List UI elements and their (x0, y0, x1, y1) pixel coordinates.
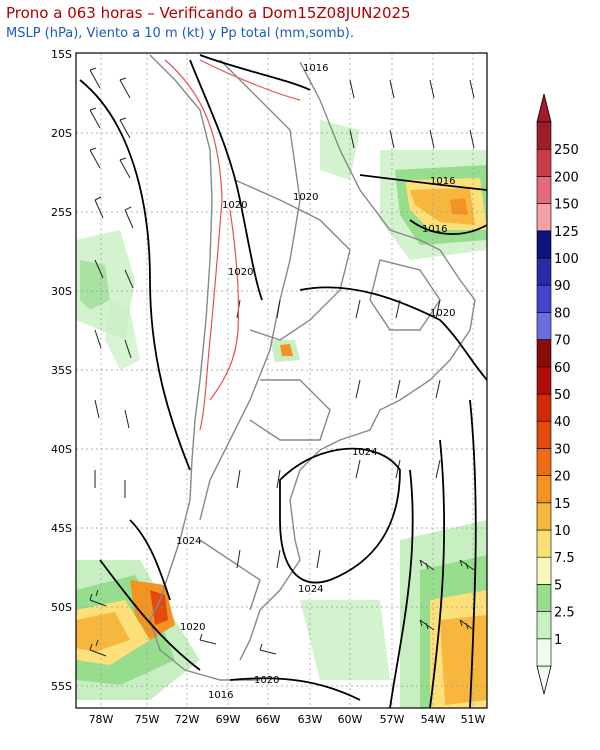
colorbar-label: 15 (554, 497, 571, 512)
isobar-label: 1016 (422, 224, 447, 235)
lon-label: 72W (175, 713, 200, 726)
colorbar-min-arrow (536, 665, 552, 695)
isobar-label: 1020 (222, 200, 247, 211)
precipitation-colorbar: 1 2.5 5 7.5 10 15 20 30 40 50 60 70 80 90 100 125 150 200… (536, 93, 579, 695)
longitude-axis: 78W 75W 72W 69W 66W 63W 60W 57W 54W 51W (89, 713, 486, 726)
colorbar-swatch (536, 121, 552, 150)
colorbar-swatch (536, 584, 552, 612)
colorbar-swatch (536, 529, 552, 558)
isobar-label: 1020 (180, 622, 205, 633)
lat-label: 55S (51, 680, 72, 693)
isobar-label: 1024 (298, 584, 323, 595)
lon-label: 57W (380, 713, 405, 726)
colorbar-swatch (536, 284, 552, 313)
colorbar-label: 70 (554, 334, 571, 349)
colorbar-swatch (536, 176, 552, 204)
wind-barbs (89, 67, 475, 657)
lat-label: 25S (51, 206, 72, 219)
colorbar-swatch (536, 502, 552, 531)
lon-label: 66W (256, 713, 281, 726)
colorbar-swatch (536, 366, 552, 395)
isobar-lines (79, 54, 487, 708)
colorbar-label: 30 (554, 442, 571, 457)
lat-label: 30S (51, 285, 72, 298)
colorbar-label: 150 (554, 198, 579, 213)
colorbar-label: 50 (554, 388, 571, 403)
lon-label: 63W (298, 713, 323, 726)
lat-label: 35S (51, 364, 72, 377)
colorbar-label: 90 (554, 279, 571, 294)
colorbar-swatch (536, 148, 552, 177)
lon-label: 54W (421, 713, 446, 726)
colorbar-label: 40 (554, 415, 571, 430)
isobar-label: 1020 (293, 192, 318, 203)
colorbar-label: 7.5 (554, 551, 575, 566)
lon-label: 69W (216, 713, 241, 726)
colorbar-label: 2.5 (554, 606, 575, 621)
colorbar-label: 10 (554, 524, 571, 539)
colorbar-label: 125 (554, 225, 579, 240)
lon-label: 60W (338, 713, 363, 726)
colorbar-label: 60 (554, 361, 571, 376)
isobar-label: 1024 (352, 447, 377, 458)
map-plot-area: 1016 1020 1016 1016 1020 1020 1020 1024 … (76, 53, 487, 708)
lat-label: 50S (51, 601, 72, 614)
colorbar-label: 1 (554, 633, 562, 648)
colorbar-swatch (536, 556, 552, 585)
colorbar-swatch (536, 257, 552, 286)
colorbar-label: 100 (554, 252, 579, 267)
isobar-label: 1016 (303, 63, 328, 74)
isobar-label: 1024 (176, 536, 201, 547)
colorbar-swatch (536, 420, 552, 449)
isobar-label: 1020 (228, 267, 253, 278)
isobar-label: 1016 (430, 176, 455, 187)
map-title: Prono a 063 horas – Verificando a Dom15Z… (6, 4, 411, 22)
isobar-label: 1020 (254, 675, 279, 686)
map-subtitle: MSLP (hPa), Viento a 10 m (kt) y Pp tota… (6, 26, 354, 41)
colorbar-swatch (536, 203, 552, 232)
colorbar-swatch (536, 312, 552, 340)
colorbar-label: 80 (554, 306, 571, 321)
colorbar-swatch (536, 230, 552, 259)
terrain-contour (164, 59, 301, 431)
colorbar-label: 5 (554, 578, 562, 593)
lat-label: 45S (51, 522, 72, 535)
lat-label: 20S (51, 127, 72, 140)
colorbar-label: 20 (554, 470, 571, 485)
map-frame (75, 52, 488, 709)
colorbar-swatch (536, 611, 552, 640)
lat-label: 40S (51, 443, 72, 456)
colorbar-swatch (536, 448, 552, 476)
isobar-label: 1016 (208, 690, 233, 701)
lon-label: 78W (89, 713, 114, 726)
latitude-axis: 15S 20S 25S 30S 35S 40S 45S 50S 55S (51, 48, 72, 693)
colorbar-label: 200 (554, 170, 579, 185)
colorbar-label: 250 (554, 143, 579, 158)
colorbar-max-arrow (536, 93, 552, 123)
colorbar-swatch (536, 339, 552, 368)
isobar-labels: 1016 1020 1016 1016 1020 1020 1020 1024 … (176, 63, 455, 701)
lon-label: 51W (461, 713, 486, 726)
isobar-label: 1020 (430, 308, 455, 319)
lat-lon-grid (76, 53, 487, 708)
colorbar-swatch (536, 638, 552, 667)
colorbar-swatch (536, 475, 552, 504)
lon-label: 75W (135, 713, 160, 726)
lat-label: 15S (51, 48, 72, 61)
colorbar-swatch (536, 393, 552, 422)
